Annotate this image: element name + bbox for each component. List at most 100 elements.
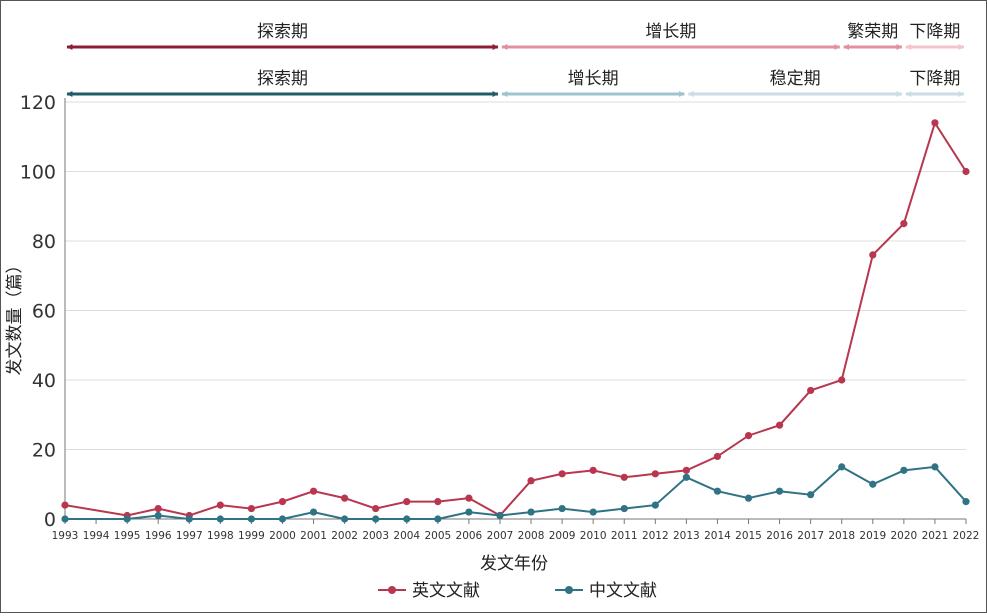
x-tick-label: 2020 <box>890 530 917 542</box>
x-tick-label: 2022 <box>953 530 980 542</box>
x-tick-label: 2021 <box>922 530 949 542</box>
data-point <box>216 501 224 509</box>
data-point <box>900 466 908 474</box>
x-tick-label: 2003 <box>362 530 389 542</box>
data-point <box>372 515 380 523</box>
data-point <box>372 504 380 513</box>
data-point <box>713 487 722 495</box>
series-lines <box>61 119 970 523</box>
x-tick-label: 2013 <box>673 530 700 542</box>
data-point <box>465 508 473 516</box>
data-point <box>403 515 411 523</box>
phase-en-label: 下降期 <box>909 22 960 42</box>
data-point <box>278 498 287 506</box>
data-point <box>620 504 628 513</box>
data-point <box>341 494 349 502</box>
data-point <box>309 487 318 495</box>
phase-en-label: 繁荣期 <box>847 22 898 42</box>
data-point <box>807 386 815 395</box>
data-point <box>154 504 162 513</box>
legend-label: 中文文献 <box>589 581 657 601</box>
data-point <box>962 167 970 176</box>
y-tick-label: 20 <box>32 440 56 462</box>
data-point <box>558 504 566 513</box>
data-point <box>434 498 442 506</box>
data-point <box>278 515 287 523</box>
x-tick-label: 1993 <box>52 530 79 542</box>
data-point <box>713 452 722 461</box>
data-point <box>558 470 566 478</box>
x-tick-label: 2006 <box>456 530 483 542</box>
x-tick-label: 1996 <box>145 530 172 542</box>
x-tick-label: 2004 <box>393 530 420 542</box>
data-point <box>61 501 69 509</box>
data-point <box>403 498 411 506</box>
x-tick-label: 1999 <box>238 530 265 542</box>
phase-zh-label: 增长期 <box>568 69 619 89</box>
data-point <box>838 463 846 471</box>
data-point <box>185 515 193 523</box>
data-point <box>931 119 939 127</box>
legend-label: 英文文献 <box>412 581 480 601</box>
data-point <box>651 470 659 478</box>
data-point <box>247 504 256 513</box>
data-point <box>154 511 162 520</box>
data-point <box>496 511 504 520</box>
y-tick-label: 60 <box>32 301 56 323</box>
phase-zh-label: 探索期 <box>257 69 308 89</box>
legend-swatch-marker <box>565 586 573 594</box>
data-point <box>527 477 535 485</box>
data-point <box>216 515 224 523</box>
data-point <box>775 487 784 495</box>
data-point <box>744 494 753 502</box>
data-point <box>434 515 442 523</box>
x-tick-label: 1997 <box>176 530 203 542</box>
x-tick-label: 2018 <box>828 530 855 542</box>
phase-zh-label: 稳定期 <box>770 69 821 89</box>
x-tick-label: 1995 <box>114 530 141 542</box>
data-point <box>775 421 784 429</box>
axes: 0 20 40 60 80 100 120 1993 1994 1995 1996 1997 1998 1… <box>20 92 980 542</box>
x-tick-label: 1998 <box>207 530 234 542</box>
data-point <box>589 466 597 474</box>
y-tick-label: 40 <box>32 370 56 392</box>
x-tick-label: 2011 <box>611 530 638 542</box>
data-point <box>962 498 970 506</box>
phase-zh-label: 下降期 <box>909 69 960 89</box>
y-tick-label: 0 <box>44 509 56 531</box>
x-tick-label: 1994 <box>83 530 110 542</box>
data-point <box>900 220 908 228</box>
data-point <box>869 251 877 259</box>
phase-en-label: 增长期 <box>645 22 696 42</box>
x-tick-label: 2008 <box>518 530 545 542</box>
x-axis-title: 发文年份 <box>480 554 548 574</box>
x-tick-label: 2015 <box>735 530 762 542</box>
data-point <box>682 473 690 481</box>
x-tick-label: 2005 <box>424 530 451 542</box>
data-point <box>807 491 815 499</box>
data-point <box>61 515 69 523</box>
data-point <box>869 480 877 488</box>
data-point <box>620 473 628 481</box>
y-tick-label: 100 <box>20 162 56 184</box>
data-point <box>123 515 131 523</box>
x-tick-label: 2010 <box>580 530 607 542</box>
data-point <box>341 515 349 523</box>
series-line-0 <box>64 120 967 517</box>
x-tick-label: 2009 <box>549 530 576 542</box>
x-tick-label: 2017 <box>797 530 824 542</box>
data-point <box>465 494 473 502</box>
y-axis-title: 发文数量（篇） <box>5 257 25 376</box>
data-point <box>651 501 659 509</box>
data-point <box>682 466 690 474</box>
data-point <box>589 508 597 516</box>
x-tick-label: 2012 <box>642 530 669 542</box>
data-point <box>838 376 846 384</box>
phase-en-label: 探索期 <box>257 22 308 42</box>
gridlines <box>65 101 966 450</box>
x-tick-label: 2000 <box>269 530 296 542</box>
y-tick-label: 80 <box>32 231 56 253</box>
